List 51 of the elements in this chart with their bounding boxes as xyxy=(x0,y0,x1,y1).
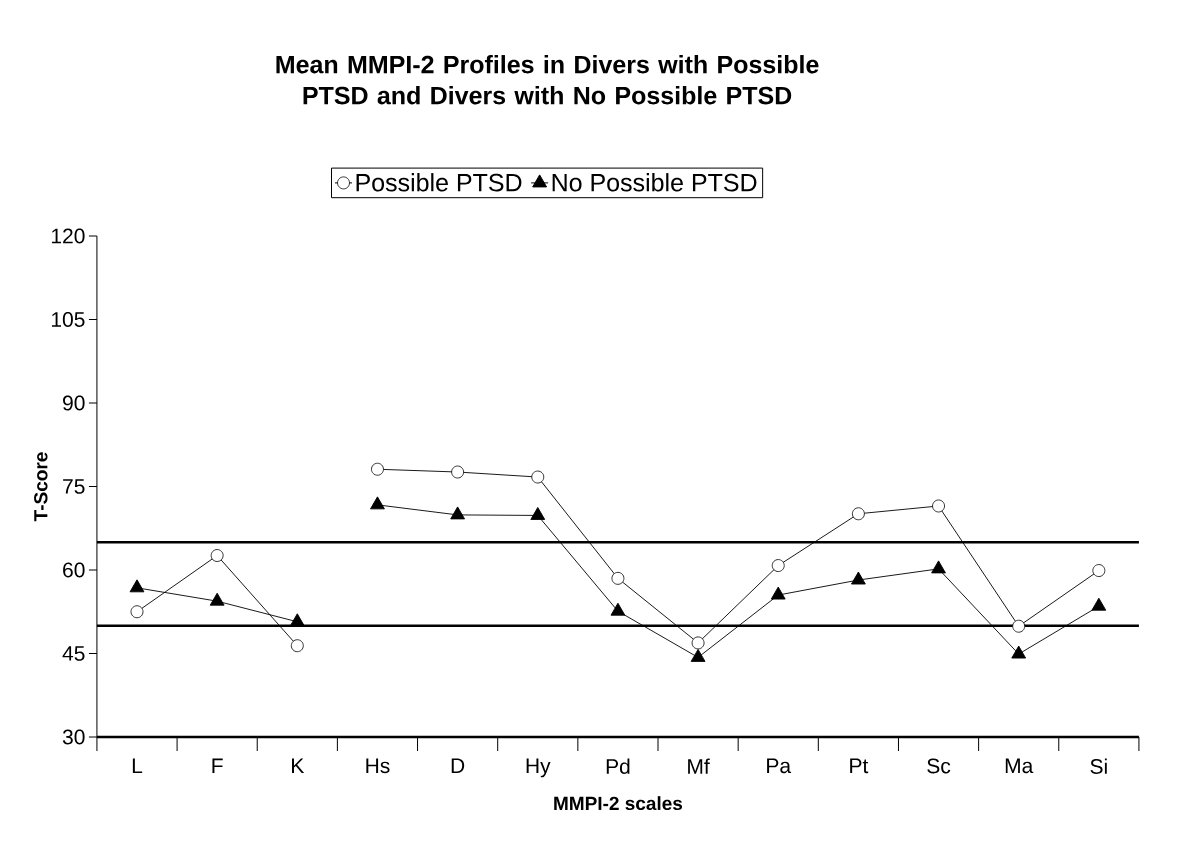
x-tick-label: Ma xyxy=(1005,758,1034,774)
y-tick-label: 45 xyxy=(62,646,85,661)
point xyxy=(129,579,145,593)
point xyxy=(209,592,225,606)
point xyxy=(931,560,946,574)
legend-label: No Possible PTSD xyxy=(552,173,757,192)
point xyxy=(932,499,945,513)
y-tick-label: 75 xyxy=(63,479,85,494)
x-axis-title: MMPI-2 scales xyxy=(554,796,683,811)
point xyxy=(530,507,546,520)
x-tick-label: Sc xyxy=(927,758,951,774)
point xyxy=(611,571,625,585)
point xyxy=(851,571,866,585)
x-tick-label: Pa xyxy=(767,758,792,774)
point xyxy=(690,648,706,662)
point xyxy=(531,470,545,484)
point xyxy=(1011,645,1027,659)
x-tick-label: Pd xyxy=(606,758,630,774)
point xyxy=(691,636,705,650)
x-tick-label: Hy xyxy=(526,758,551,778)
point xyxy=(1091,597,1107,611)
y-axis-title: T-Score xyxy=(34,452,48,522)
point xyxy=(771,559,785,572)
x-tick-label: Hs xyxy=(366,758,390,774)
x-tick-label: L xyxy=(132,758,143,773)
legend-label: Possible PTSD xyxy=(356,173,522,192)
y-tick-label: 30 xyxy=(62,729,85,745)
point xyxy=(851,507,865,521)
point xyxy=(610,602,626,616)
x-tick-label: Mf xyxy=(688,758,710,774)
point xyxy=(370,496,385,510)
chart-title: Mean MMPI-2 Profiles in Divers with Possible PTSD and Divers with No Possible PTSD xyxy=(276,55,819,105)
x-tick-label: Si xyxy=(1090,758,1107,774)
y-tick-label: 60 xyxy=(63,562,85,578)
point xyxy=(770,586,786,600)
x-tick-label: K xyxy=(292,758,305,773)
point xyxy=(289,613,305,627)
point xyxy=(1012,619,1026,633)
x-tick-label: Pt xyxy=(850,758,869,774)
point xyxy=(1092,564,1106,577)
point xyxy=(290,639,304,653)
x-tick-label: F xyxy=(212,758,223,773)
y-tick-label: 120 xyxy=(51,228,85,244)
point xyxy=(210,549,224,562)
point xyxy=(130,605,144,619)
y-tick-label: 90 xyxy=(63,395,85,411)
x-tick-label: D xyxy=(451,758,465,773)
point xyxy=(451,465,465,479)
y-tick-label: 105 xyxy=(51,312,85,327)
point xyxy=(371,462,384,476)
point xyxy=(450,506,465,520)
